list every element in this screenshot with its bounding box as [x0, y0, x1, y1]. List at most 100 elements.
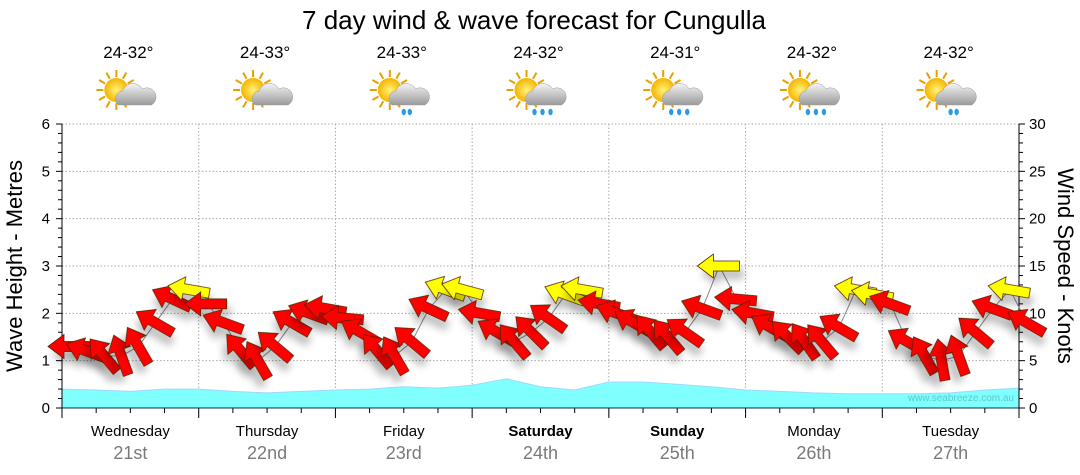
light-rain-icon [916, 70, 977, 116]
wind-arrow [666, 318, 706, 349]
sun-ray [947, 79, 955, 85]
temperature-range: 24-32° [924, 43, 974, 62]
sun-ray [371, 95, 380, 101]
wind-arrow [1007, 308, 1048, 338]
wind-arrow [202, 308, 245, 335]
day-name: Friday [383, 423, 425, 440]
right-tick-label: 30 [1029, 116, 1046, 133]
day-name: Tuesday [922, 423, 979, 440]
day-name: Sunday [650, 423, 705, 440]
showers-icon [643, 70, 704, 116]
wind-arrow [135, 308, 176, 338]
sun-ray [805, 72, 811, 80]
sun-ray [532, 72, 538, 80]
temperature-range: 24-32° [513, 43, 563, 62]
rain-drop [540, 108, 545, 116]
sun-ray [235, 79, 243, 85]
sun-ray [652, 72, 658, 80]
wind-arrow [408, 294, 450, 323]
sun-ray [378, 100, 385, 108]
sun-ray [645, 95, 653, 101]
wind-arrow [987, 276, 1031, 302]
wind-arrow [696, 253, 740, 279]
sun-ray [918, 95, 926, 101]
left-axis-label: Wave Height - Metres [2, 160, 27, 372]
rain-drop [532, 108, 537, 116]
right-tick-label: 5 [1029, 353, 1037, 370]
wind-arrow [89, 338, 122, 375]
sun-ray [242, 72, 248, 80]
day-date: 26th [796, 443, 831, 463]
left-tick-label: 6 [42, 116, 50, 133]
wind-arrow [363, 333, 395, 371]
day-name: Wednesday [91, 423, 170, 440]
sun-ray [105, 72, 111, 80]
sun-ray [242, 100, 248, 108]
temperature-range: 24-32° [787, 43, 837, 62]
sun-ray [810, 79, 818, 85]
sun-ray [918, 79, 926, 85]
wind-arrow [394, 327, 431, 359]
temperature-range: 24-32° [103, 43, 153, 62]
light-rain-icon [369, 70, 430, 116]
wind-arrow [515, 316, 550, 351]
left-tick-label: 4 [42, 211, 50, 228]
cloud-shape [252, 83, 293, 106]
sun-ray [127, 79, 135, 85]
temperature-range: 24-33° [240, 43, 290, 62]
sun-ray [395, 72, 401, 80]
sun-ray [645, 79, 653, 85]
partly-cloudy-icon [233, 70, 293, 110]
cloud-shape [115, 83, 157, 106]
wind-arrow [944, 334, 971, 377]
day-name: Monday [787, 423, 841, 440]
chart-title: 7 day wind & wave forecast for Cungulla [302, 5, 766, 35]
rain-drop [669, 108, 674, 116]
cloud-shape [388, 83, 430, 106]
cloud-shape [525, 83, 567, 106]
sun-ray [782, 95, 790, 101]
wind-arrow [958, 317, 995, 350]
cloud-shape [662, 83, 704, 106]
wind-arrow [441, 275, 485, 301]
day-date: 22nd [247, 443, 287, 463]
day-date: 21st [113, 443, 147, 463]
day-name: Saturday [508, 423, 573, 440]
right-axis-label: Wind Speed - Knots [1053, 168, 1078, 364]
rain-drop [677, 108, 682, 116]
wind-arrow [124, 326, 154, 367]
rain-drop [805, 108, 811, 116]
wind-arrow [681, 294, 724, 321]
partly-cloudy-icon [96, 70, 157, 110]
sun-ray [263, 79, 271, 85]
sun-ray [789, 100, 795, 108]
sun-ray [782, 79, 790, 85]
sun-ray [789, 72, 795, 80]
cloud-shape [798, 83, 840, 106]
wave-height-area [61, 378, 1020, 409]
wind-arrow [819, 313, 860, 343]
sun-ray [378, 72, 385, 80]
sun-ray [105, 100, 111, 108]
sun-ray [652, 100, 658, 108]
left-tick-label: 0 [42, 400, 50, 417]
sun-ray [508, 95, 516, 101]
rain-drop [821, 108, 827, 116]
watermark: www.seabreeze.com.au [907, 393, 1014, 404]
wind-arrow [869, 289, 912, 316]
sun-ray [673, 79, 682, 85]
right-tick-label: 0 [1029, 400, 1037, 417]
wind-arrow [457, 299, 502, 325]
right-tick-label: 20 [1029, 211, 1046, 228]
day-date: 23rd [386, 443, 422, 463]
rain-drop [948, 108, 953, 116]
rain-drop [685, 108, 690, 116]
showers-icon [506, 70, 567, 116]
sun-ray [258, 72, 264, 80]
sun-ray [925, 100, 932, 108]
wind-arrow [771, 320, 807, 356]
temperature-range: 24-31° [650, 43, 700, 62]
right-tick-label: 15 [1029, 258, 1046, 275]
right-tick-label: 25 [1029, 163, 1046, 180]
wind-arrow [910, 336, 940, 377]
